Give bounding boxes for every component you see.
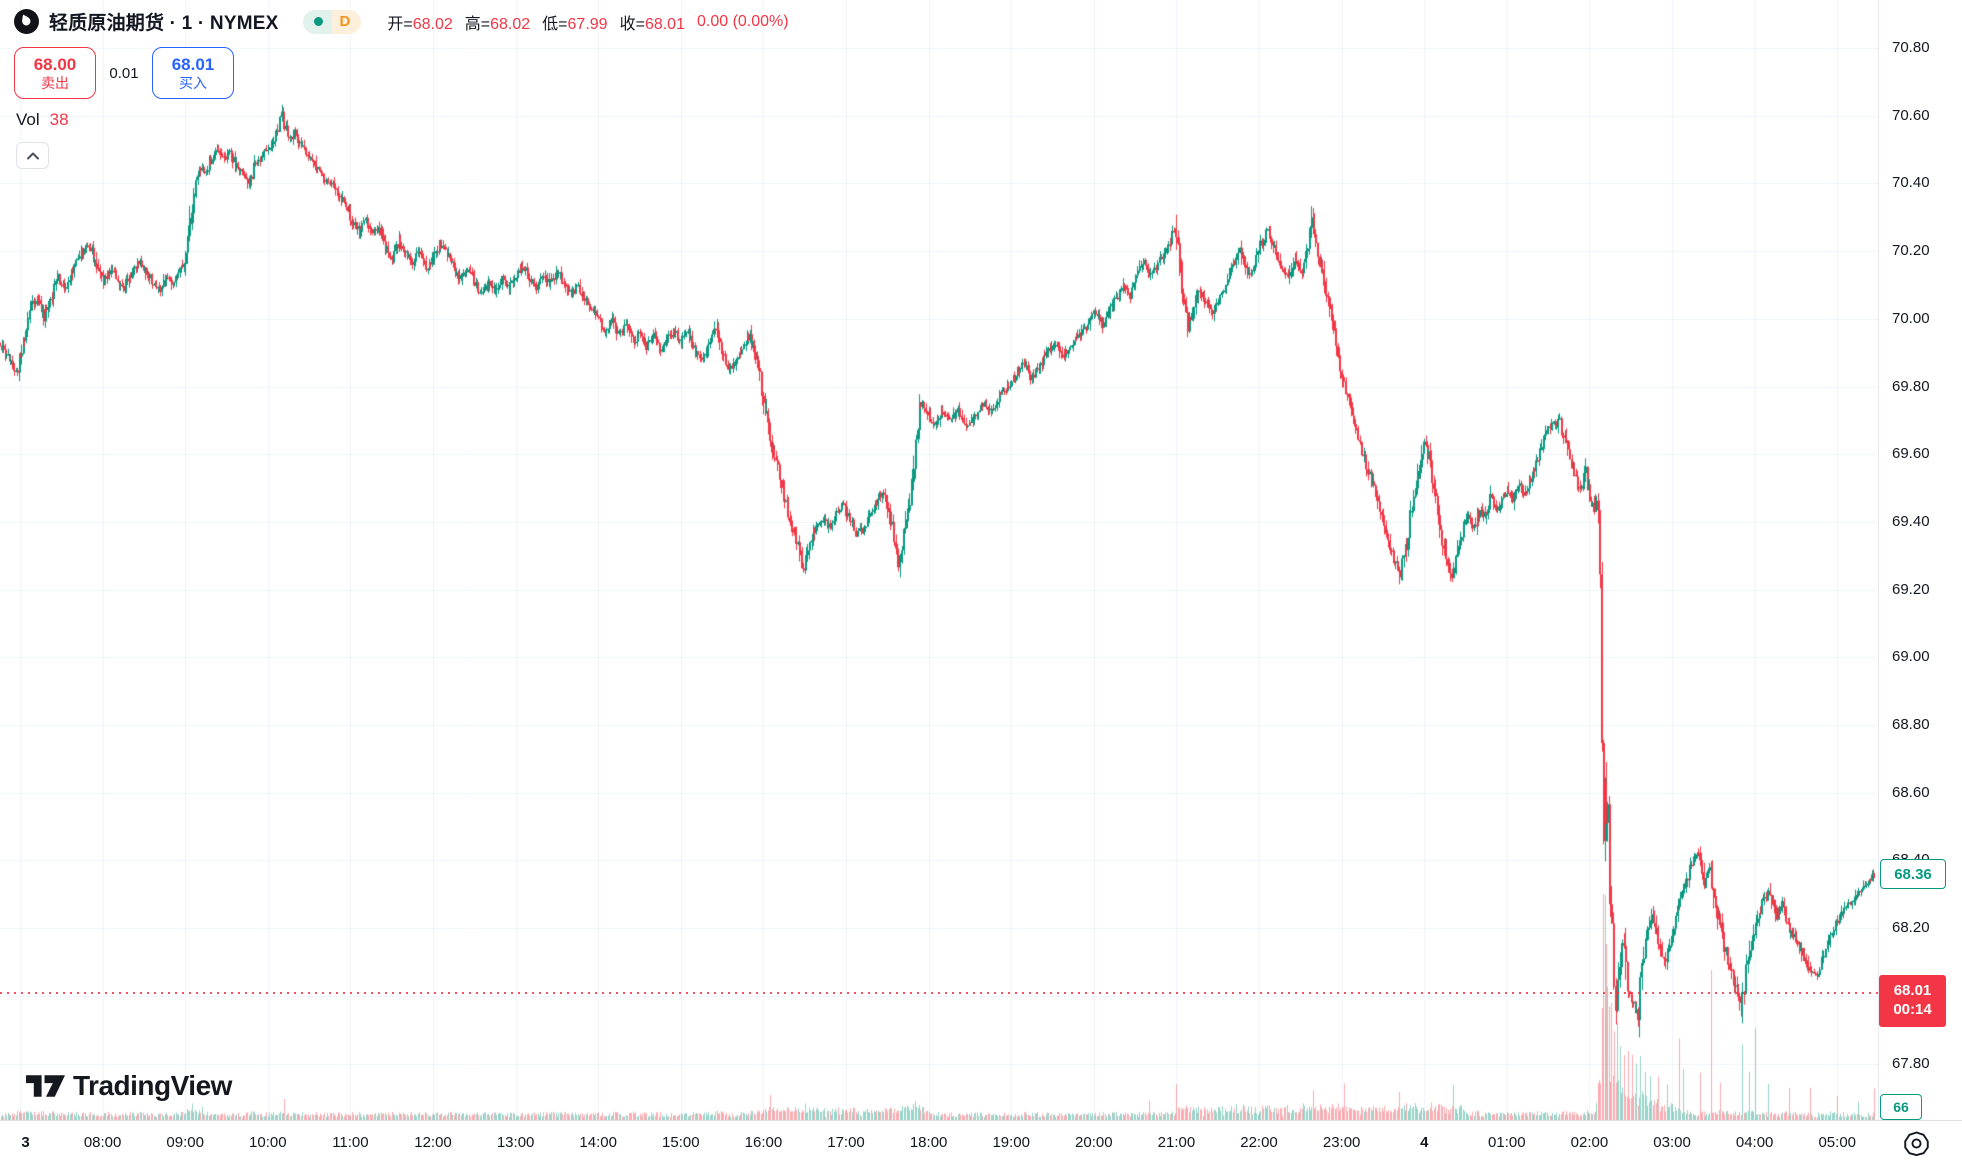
price-axis-label: 69.40 xyxy=(1892,512,1930,530)
time-axis-label[interactable]: 22:00 xyxy=(1240,1134,1278,1151)
prev-close-dotted-line xyxy=(0,992,1878,994)
buy-button[interactable]: 68.01 买入 xyxy=(152,47,234,99)
delayed-data-segment: D xyxy=(331,9,362,34)
trade-panel: 68.00 卖出 0.01 68.01 买入 xyxy=(14,47,234,99)
chevron-up-icon xyxy=(26,151,40,161)
price-axis-label: 69.20 xyxy=(1892,580,1930,598)
current-price-countdown-badge: 68.01 00:14 xyxy=(1879,975,1946,1027)
sell-label: 卖出 xyxy=(41,74,69,91)
market-status-pill[interactable]: D xyxy=(302,9,362,34)
time-axis-label[interactable]: 03:00 xyxy=(1653,1134,1691,1151)
time-axis-label[interactable]: 01:00 xyxy=(1488,1134,1526,1151)
change-value: 0.00 (0.00%) xyxy=(696,12,789,30)
time-axis-label[interactable]: 21:00 xyxy=(1157,1134,1196,1151)
high-label: 高= xyxy=(464,15,491,33)
market-open-segment xyxy=(302,9,332,34)
price-axis-label: 67.80 xyxy=(1892,1054,1930,1072)
market-open-dot-icon xyxy=(313,17,323,26)
time-axis-label[interactable]: 13:00 xyxy=(496,1134,535,1151)
time-axis-label[interactable]: 12:00 xyxy=(414,1134,452,1151)
volume-legend-value: 38 xyxy=(49,110,69,129)
buy-price: 68.01 xyxy=(171,55,215,75)
price-axis-label: 68.60 xyxy=(1892,783,1930,801)
tradingview-watermark-text: TradingView xyxy=(73,1070,232,1101)
sell-button[interactable]: 68.00 卖出 xyxy=(14,47,96,99)
time-axis-label[interactable]: 17:00 xyxy=(827,1134,865,1151)
time-axis-label[interactable]: 4 xyxy=(1420,1134,1429,1151)
oil-symbol-logo-icon xyxy=(14,9,39,34)
price-axis-label: 70.40 xyxy=(1892,174,1930,192)
collapse-legend-button[interactable] xyxy=(16,142,49,169)
close-label: 收= xyxy=(619,15,645,33)
time-axis[interactable]: 3 08:00 09:00 10:00 11:00 12:00 13:00 14:00 15:0… xyxy=(0,1120,1962,1167)
price-axis[interactable]: 67.8068.0068.2068.4068.6068.8069.0069.20… xyxy=(1878,0,1962,1120)
price-axis-label: 70.00 xyxy=(1892,309,1930,327)
time-axis-label[interactable]: 18:00 xyxy=(909,1134,948,1151)
time-axis-label[interactable]: 15:00 xyxy=(662,1134,700,1151)
price-axis-label: 68.80 xyxy=(1892,716,1930,733)
time-axis-label[interactable]: 05:00 xyxy=(1818,1134,1857,1151)
close-value: 68.01 xyxy=(644,15,685,33)
axis-settings-gear-icon[interactable] xyxy=(1903,1130,1930,1162)
volume-legend[interactable]: Vol 38 xyxy=(16,110,69,130)
last-price-badge: 68.36 xyxy=(1880,859,1946,889)
price-axis-label: 69.80 xyxy=(1892,377,1930,395)
high-value: 68.02 xyxy=(490,15,531,33)
candlestick-chart-canvas[interactable] xyxy=(0,0,1878,1120)
low-value: 67.99 xyxy=(567,15,608,33)
price-axis-label: 70.20 xyxy=(1892,242,1930,260)
time-axis-label[interactable]: 14:00 xyxy=(579,1134,617,1151)
symbol-header: 轻质原油期货 · 1 · NYMEX D 开=68.02 高=68.02 低=6… xyxy=(14,8,789,35)
open-label: 开= xyxy=(387,15,413,33)
time-axis-label[interactable]: 08:00 xyxy=(83,1134,122,1151)
time-axis-label[interactable]: 3 xyxy=(21,1134,30,1151)
price-axis-label: 69.00 xyxy=(1892,648,1930,666)
time-axis-label[interactable]: 02:00 xyxy=(1570,1134,1609,1151)
price-axis-label: 69.60 xyxy=(1892,445,1930,463)
tradingview-watermark[interactable]: TradingView xyxy=(26,1070,232,1102)
time-axis-label[interactable]: 23:00 xyxy=(1322,1134,1361,1151)
ohlc-readout: 开=68.02 高=68.02 低=67.99 收=68.01 0.00 (0.… xyxy=(387,10,788,34)
buy-label: 买入 xyxy=(179,74,207,91)
time-axis-label[interactable]: 20:00 xyxy=(1075,1134,1113,1151)
volume-legend-label: Vol xyxy=(16,110,40,129)
time-axis-label[interactable]: 19:00 xyxy=(992,1134,1030,1151)
price-axis-label: 68.20 xyxy=(1892,919,1930,937)
open-value: 68.02 xyxy=(412,15,453,33)
time-axis-label[interactable]: 04:00 xyxy=(1735,1134,1774,1151)
spread-value: 0.01 xyxy=(109,64,139,82)
price-axis-label: 70.80 xyxy=(1892,39,1930,56)
volume-axis-badge: 66 xyxy=(1880,1094,1922,1120)
time-axis-label[interactable]: 10:00 xyxy=(249,1134,287,1151)
bar-countdown-value: 00:14 xyxy=(1893,1001,1932,1018)
symbol-title[interactable]: 轻质原油期货 · 1 · NYMEX xyxy=(49,13,279,34)
time-axis-label[interactable]: 11:00 xyxy=(332,1134,369,1151)
tradingview-logo-icon xyxy=(26,1071,65,1101)
time-axis-label[interactable]: 09:00 xyxy=(166,1134,204,1151)
price-axis-label: 70.60 xyxy=(1892,106,1930,124)
time-axis-label[interactable]: 16:00 xyxy=(744,1134,783,1151)
low-label: 低= xyxy=(542,15,568,33)
sell-price: 68.00 xyxy=(33,55,77,75)
chart-pane: 轻质原油期货 · 1 · NYMEX D 开=68.02 高=68.02 低=6… xyxy=(0,0,1878,1120)
current-price-value: 68.01 xyxy=(1893,982,1932,1000)
